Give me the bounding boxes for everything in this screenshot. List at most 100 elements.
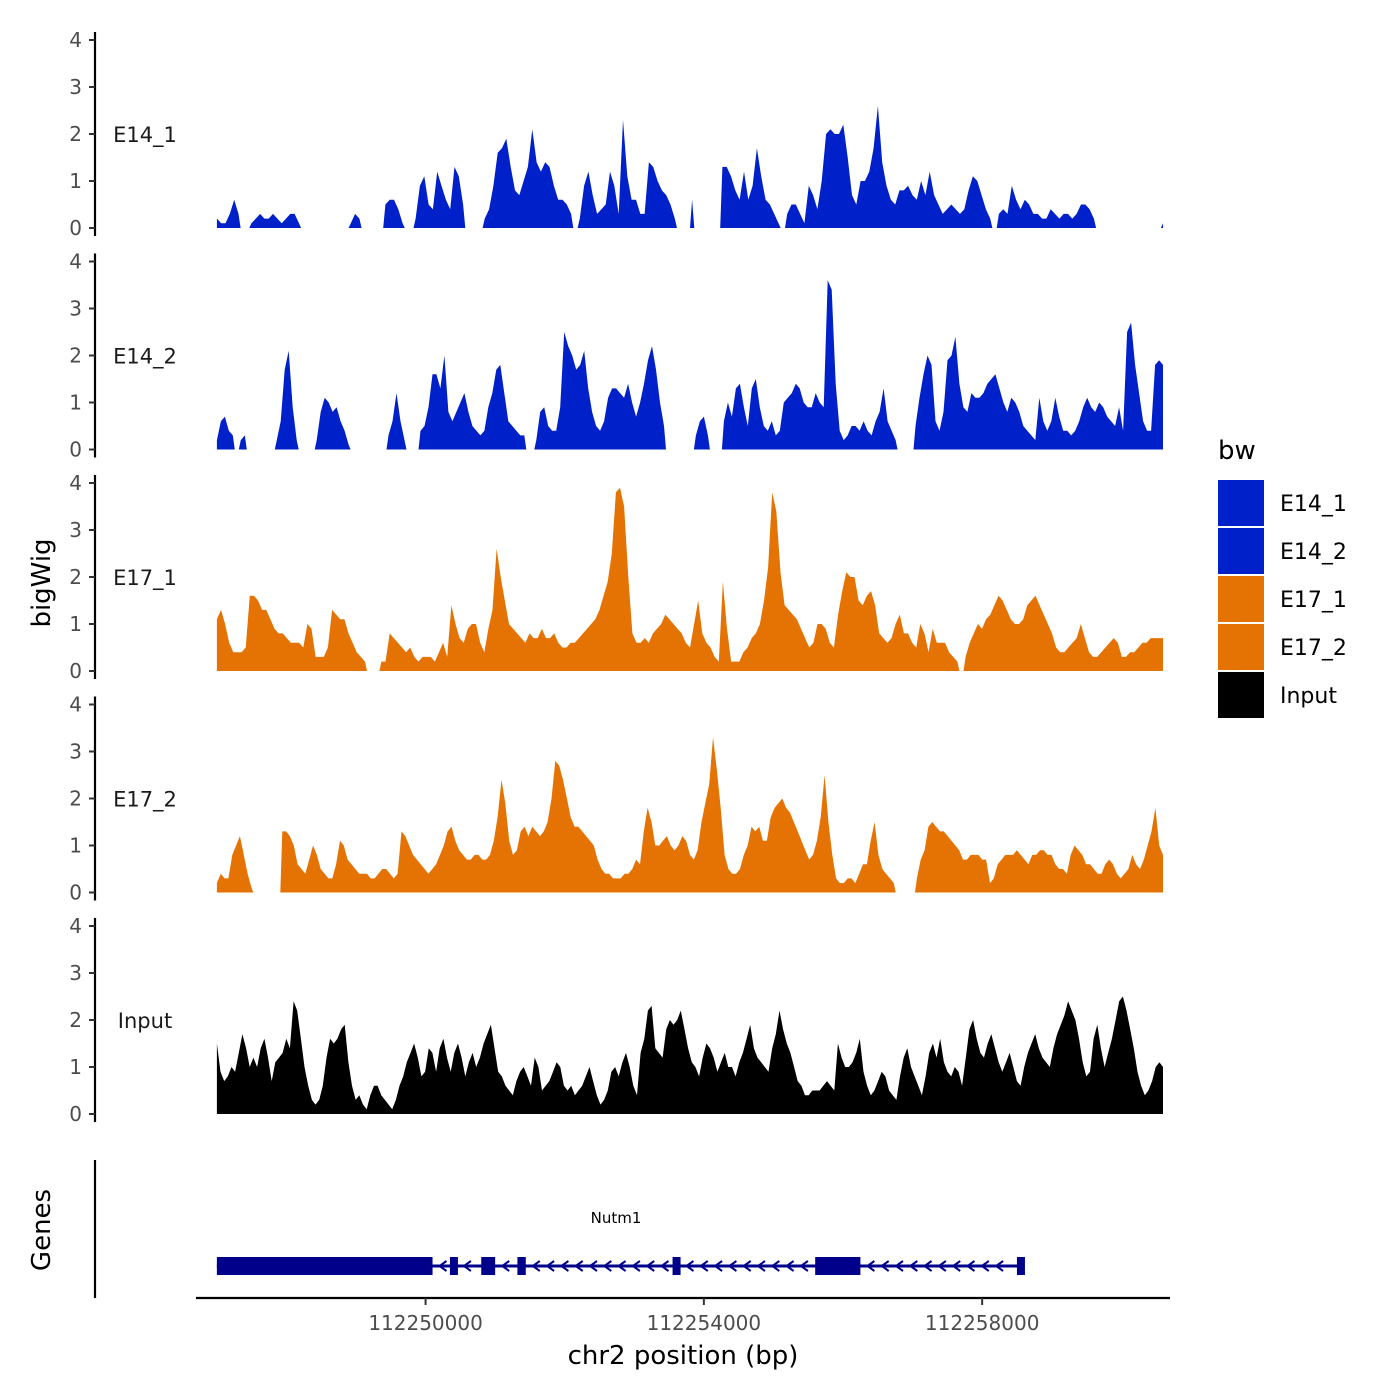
y-tick-label: 4 xyxy=(69,28,82,52)
signal-area xyxy=(238,435,247,450)
track-e14_1: 0 1 2 3 4 E14_1 xyxy=(69,28,1163,240)
y-tick-label: 0 xyxy=(69,216,82,240)
legend-label: E14_2 xyxy=(1280,540,1347,565)
track-label: E14_1 xyxy=(113,123,177,148)
signal-area xyxy=(216,416,235,450)
legend: bw E14_1 E14_2 E17_1 E17_2 Input xyxy=(1218,436,1347,718)
y-tick-label: 3 xyxy=(69,961,82,985)
signal-area xyxy=(249,213,302,228)
gene-exon xyxy=(216,1257,433,1275)
gene-exon xyxy=(815,1257,861,1275)
gene-exon xyxy=(517,1257,526,1275)
strand-chevron xyxy=(894,1260,904,1272)
y-tick-label: 2 xyxy=(69,565,82,589)
y-tick-label: 0 xyxy=(69,1102,82,1126)
strand-chevron xyxy=(727,1260,737,1272)
signal-area xyxy=(482,129,574,228)
legend-label: E14_1 xyxy=(1280,492,1347,517)
strand-chevron xyxy=(741,1260,752,1272)
strand-chevron xyxy=(602,1260,612,1272)
track-label: Input xyxy=(118,1009,172,1033)
signal-area xyxy=(720,148,781,228)
legend-title: bw xyxy=(1218,436,1256,466)
signal-area xyxy=(690,199,695,228)
signal-area xyxy=(418,355,527,450)
strand-chevron xyxy=(616,1260,627,1272)
y-axis-title: bigWig xyxy=(27,538,57,627)
gene-exon xyxy=(1016,1257,1025,1275)
track-label: E17_1 xyxy=(113,566,177,591)
legend-label: Input xyxy=(1280,684,1337,709)
signal-area xyxy=(1160,223,1163,228)
y-tick-label: 0 xyxy=(69,659,82,683)
strand-chevron xyxy=(908,1260,918,1272)
strand-chevron xyxy=(784,1260,795,1272)
strand-chevron xyxy=(437,1260,448,1272)
x-tick-label: 112250000 xyxy=(368,1311,483,1335)
signal-area xyxy=(216,595,367,671)
strand-chevron xyxy=(799,1260,809,1272)
strand-chevron xyxy=(531,1260,541,1272)
strand-chevron xyxy=(756,1260,766,1272)
track-label: E17_2 xyxy=(113,788,177,813)
signal-area xyxy=(216,836,254,893)
strand-chevron xyxy=(965,1260,976,1272)
bigwig-tracks: 0 1 2 3 4 E14_1 0 1 2 3 4 E14_2 0 1 2 3 4 E17_1 0 1 2 3 4 E17_2… xyxy=(69,28,1163,1126)
strand-chevron xyxy=(659,1260,670,1272)
strand-chevron xyxy=(922,1260,933,1272)
strand-chevron xyxy=(770,1260,780,1272)
strand-chevron xyxy=(559,1260,569,1272)
x-tick-label: 112254000 xyxy=(647,1311,762,1335)
strand-chevron xyxy=(937,1260,947,1272)
signal-area xyxy=(693,416,710,450)
signal-area xyxy=(721,280,898,450)
x-axis: 112250000 112254000 112258000 xyxy=(196,1296,1170,1335)
strand-chevron xyxy=(865,1260,875,1272)
signal-area xyxy=(915,807,1163,893)
x-tick-label: 112258000 xyxy=(925,1311,1040,1335)
legend-swatch-input xyxy=(1218,672,1264,718)
strand-chevron xyxy=(713,1260,723,1272)
legend-label: E17_1 xyxy=(1280,588,1347,613)
y-tick-label: 1 xyxy=(69,169,82,193)
signal-area xyxy=(274,350,299,450)
signal-area xyxy=(534,332,666,450)
signal-area xyxy=(216,199,241,228)
y-tick-label: 3 xyxy=(69,740,82,764)
y-tick-label: 4 xyxy=(69,250,82,274)
y-tick-label: 2 xyxy=(69,1008,82,1032)
genes-panel: Nutm1 xyxy=(93,1160,1025,1298)
signal-area xyxy=(383,199,405,228)
y-tick-label: 1 xyxy=(69,1055,82,1079)
y-tick-label: 4 xyxy=(69,471,82,495)
signal-area xyxy=(280,737,896,893)
track-e17_1: 0 1 2 3 4 E17_1 xyxy=(69,471,1163,683)
legend-swatch-e14_1 xyxy=(1218,480,1264,526)
genes-axis-title: Genes xyxy=(27,1189,57,1271)
y-tick-label: 3 xyxy=(69,297,82,321)
legend-swatch-e17_2 xyxy=(1218,624,1264,670)
y-tick-label: 4 xyxy=(69,693,82,717)
track-e17_2: 0 1 2 3 4 E17_2 xyxy=(69,693,1163,905)
strand-chevron xyxy=(500,1260,510,1272)
y-tick-label: 1 xyxy=(69,391,82,415)
strand-chevron xyxy=(951,1260,961,1272)
signal-area xyxy=(913,322,1163,450)
signal-area xyxy=(216,996,1163,1114)
signal-area xyxy=(379,487,960,671)
gene-exon xyxy=(672,1257,681,1275)
y-tick-label: 0 xyxy=(69,438,82,462)
signal-area xyxy=(348,213,362,228)
strand-chevron xyxy=(545,1260,555,1272)
signal-area xyxy=(785,105,993,228)
strand-chevron xyxy=(994,1260,1004,1272)
gene-exon xyxy=(481,1257,496,1275)
track-input: 0 1 2 3 4 Input xyxy=(69,914,1163,1126)
strand-chevron xyxy=(980,1260,990,1272)
signal-area xyxy=(996,185,1097,228)
y-tick-label: 1 xyxy=(69,612,82,636)
strand-chevron xyxy=(699,1260,709,1272)
strand-chevron xyxy=(462,1260,472,1272)
signal-area xyxy=(963,595,1163,671)
y-tick-label: 3 xyxy=(69,75,82,99)
